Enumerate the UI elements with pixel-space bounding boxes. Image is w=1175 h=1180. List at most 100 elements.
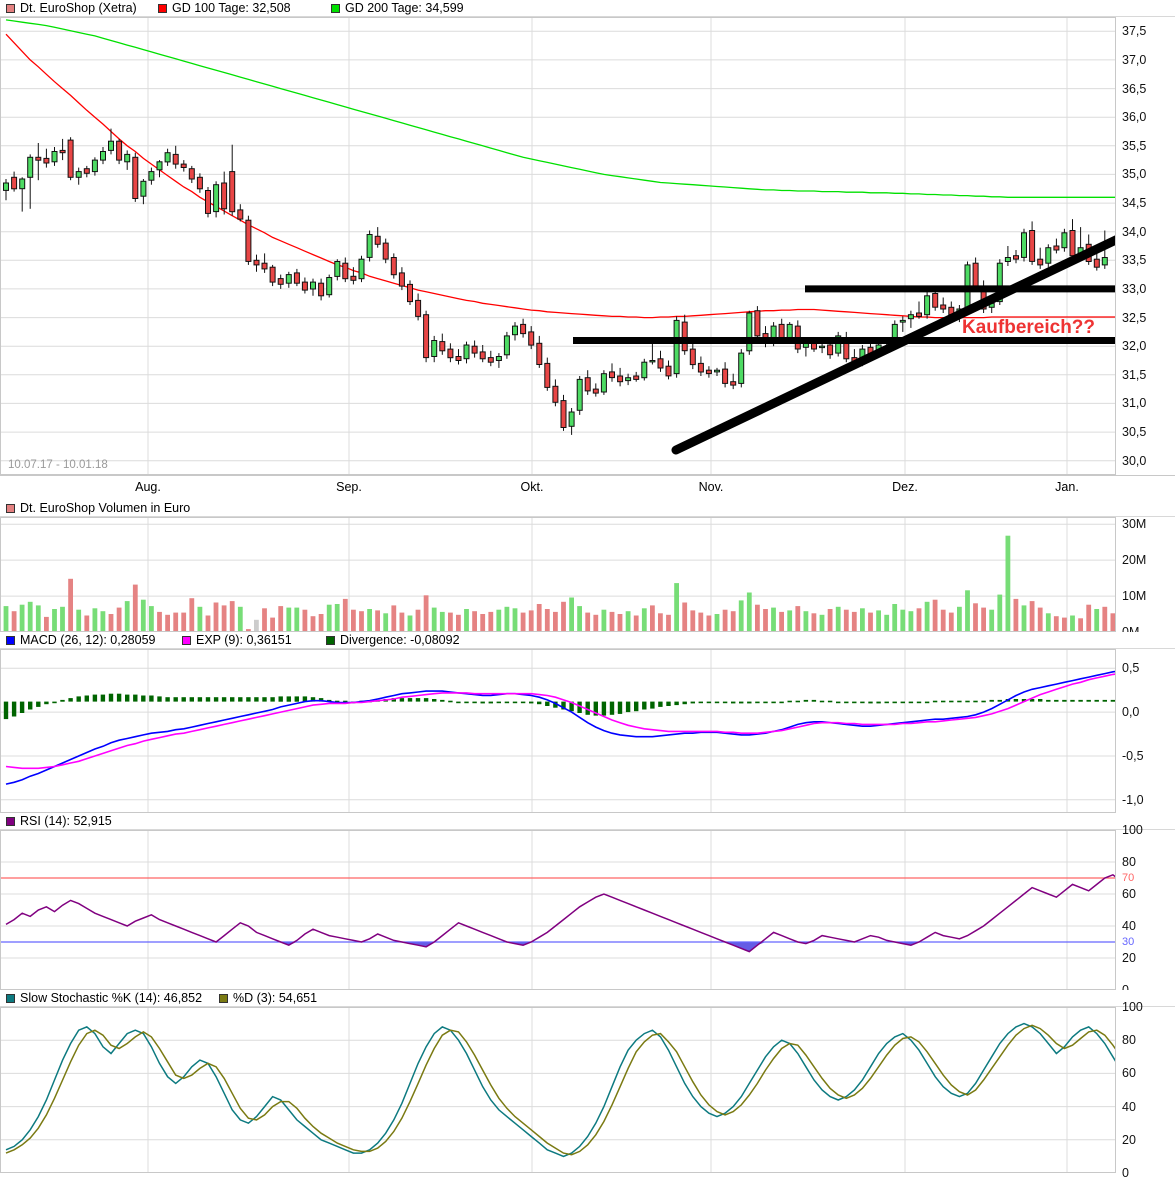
volume-axis-tick: 10M xyxy=(1122,589,1147,604)
legend-label: Divergence: -0,08092 xyxy=(340,633,460,647)
color-swatch-icon xyxy=(331,3,340,13)
color-swatch-icon xyxy=(326,635,335,645)
legend-entry-exp[interactable]: EXP (9): 0,36151 xyxy=(182,633,326,647)
price-legend: Dt. EuroShop (Xetra) GD 100 Tage: 32,508… xyxy=(0,0,1175,17)
rsi-axis-tick: 80 xyxy=(1122,855,1136,869)
price-axis-tick: 32,0 xyxy=(1122,339,1147,354)
x-axis-month-label: Dez. xyxy=(892,480,918,494)
price-axis-tick: 36,5 xyxy=(1122,81,1147,96)
price-axis-tick: 36,0 xyxy=(1122,110,1147,125)
macd-axis-tick: 0,5 xyxy=(1122,661,1140,676)
price-axis-tick: 33,0 xyxy=(1122,281,1147,296)
legend-entry-instrument[interactable]: Dt. EuroShop (Xetra) xyxy=(6,1,158,15)
stochastic-axis-tick: 60 xyxy=(1122,1066,1136,1081)
date-range-label: 10.07.17 - 10.01.18 xyxy=(8,459,108,471)
rsi-y-axis: 1008060402007030 xyxy=(1115,823,1175,997)
legend-entry-stoch-d[interactable]: %D (3): 54,651 xyxy=(219,991,317,1005)
volume-axis-tick: 20M xyxy=(1122,553,1147,568)
macd-legend: MACD (26, 12): 0,28059 EXP (9): 0,36151 … xyxy=(0,632,1175,649)
x-axis: Aug. Sep. Okt. Nov. Dez. Jan. xyxy=(0,475,1175,500)
price-axis-tick: 37,5 xyxy=(1122,24,1147,39)
legend-entry-stoch-k[interactable]: Slow Stochastic %K (14): 46,852 xyxy=(6,991,219,1005)
price-axis-tick: 35,5 xyxy=(1122,138,1147,153)
legend-label: %D (3): 54,651 xyxy=(233,991,318,1005)
rsi-plot[interactable] xyxy=(0,830,1115,990)
price-candlestick-svg xyxy=(0,17,1115,475)
volume-plot[interactable] xyxy=(0,517,1115,632)
rsi-legend: RSI (14): 52,915 xyxy=(0,813,1175,830)
stochastic-axis-tick: 20 xyxy=(1122,1132,1136,1147)
legend-entry-ma100[interactable]: GD 100 Tage: 32,508 xyxy=(158,1,331,15)
rsi-threshold-label: 70 xyxy=(1122,872,1135,884)
x-axis-month-label: Aug. xyxy=(135,480,161,494)
stochastic-y-axis: 100 80 60 40 20 0 xyxy=(1115,1000,1175,1180)
price-axis-tick: 31,5 xyxy=(1122,367,1147,382)
rsi-axis-tick: 20 xyxy=(1122,951,1136,965)
color-swatch-icon xyxy=(6,3,15,13)
volume-panel: 0M10M20M30M xyxy=(0,517,1175,639)
legend-label: MACD (26, 12): 0,28059 xyxy=(20,633,156,647)
volume-axis-tick: 30M xyxy=(1122,517,1147,532)
x-axis-month-label: Okt. xyxy=(520,480,544,494)
legend-entry-rsi[interactable]: RSI (14): 52,915 xyxy=(6,814,112,828)
legend-entry-ma200[interactable]: GD 200 Tage: 34,599 xyxy=(331,1,464,15)
price-axis-tick: 30,5 xyxy=(1122,425,1147,440)
legend-label: Dt. EuroShop (Xetra) xyxy=(20,1,137,15)
macd-plot[interactable] xyxy=(0,649,1115,813)
rsi-axis-tick: 60 xyxy=(1122,887,1136,901)
stochastic-legend: Slow Stochastic %K (14): 46,852 %D (3): … xyxy=(0,990,1175,1007)
rsi-axis-tick: 100 xyxy=(1122,823,1143,837)
price-axis-tick: 30,0 xyxy=(1122,453,1147,468)
color-swatch-icon xyxy=(6,816,15,826)
rsi-threshold-label: 30 xyxy=(1122,936,1135,948)
color-swatch-icon xyxy=(158,3,167,13)
price-axis-tick: 34,5 xyxy=(1122,196,1147,211)
color-swatch-icon xyxy=(219,993,228,1003)
macd-panel: 0,5 0,0 -0,5 -1,0 xyxy=(0,649,1175,813)
legend-entry-volume[interactable]: Dt. EuroShop Volumen in Euro xyxy=(6,501,190,515)
volume-legend: Dt. EuroShop Volumen in Euro xyxy=(0,500,1175,517)
stochastic-axis-tick: 100 xyxy=(1122,1000,1143,1014)
price-axis-tick: 31,0 xyxy=(1122,396,1147,411)
legend-entry-divergence[interactable]: Divergence: -0,08092 xyxy=(326,633,460,647)
color-swatch-icon xyxy=(6,503,15,513)
macd-axis-tick: -1,0 xyxy=(1122,792,1144,807)
rsi-svg xyxy=(0,830,1115,990)
color-swatch-icon xyxy=(6,635,15,645)
price-plot[interactable] xyxy=(0,17,1115,475)
legend-entry-macd[interactable]: MACD (26, 12): 0,28059 xyxy=(6,633,182,647)
stochastic-axis-tick: 80 xyxy=(1122,1033,1136,1048)
macd-y-axis: 0,5 0,0 -0,5 -1,0 xyxy=(1115,649,1175,813)
legend-label: RSI (14): 52,915 xyxy=(20,814,112,828)
x-axis-month-label: Sep. xyxy=(336,480,362,494)
rsi-axis-tick: 40 xyxy=(1122,919,1136,933)
color-swatch-icon xyxy=(182,635,191,645)
legend-label: GD 200 Tage: 34,599 xyxy=(345,1,464,15)
stochastic-axis-tick: 40 xyxy=(1122,1099,1136,1114)
legend-label: EXP (9): 0,36151 xyxy=(196,633,292,647)
price-axis-tick: 34,0 xyxy=(1122,224,1147,239)
price-panel: 37,5 37,0 36,5 36,0 35,5 35,0 34,5 34,0 33,5 33,0… xyxy=(0,17,1175,475)
macd-axis-tick: -0,5 xyxy=(1122,749,1144,763)
price-axis-tick: 35,0 xyxy=(1122,167,1147,182)
price-y-axis: 37,5 37,0 36,5 36,0 35,5 35,0 34,5 34,0 33,5 33,0… xyxy=(1115,17,1175,475)
stochastic-plot[interactable] xyxy=(0,1007,1115,1173)
rsi-panel: 1008060402007030 xyxy=(0,823,1175,997)
price-axis-tick: 37,0 xyxy=(1122,52,1147,67)
price-axis-tick: 33,5 xyxy=(1122,253,1147,268)
macd-axis-tick: 0,0 xyxy=(1122,705,1140,720)
volume-bars-svg xyxy=(0,517,1115,632)
legend-label: Slow Stochastic %K (14): 46,852 xyxy=(20,991,203,1005)
legend-label: GD 100 Tage: 32,508 xyxy=(172,1,291,15)
volume-y-axis: 0M10M20M30M xyxy=(1115,517,1175,639)
kaufbereich-annotation: Kaufbereich?? xyxy=(962,317,1096,338)
stochastic-svg xyxy=(0,1007,1115,1173)
price-axis-tick: 32,5 xyxy=(1122,310,1147,325)
x-axis-month-label: Jan. xyxy=(1055,480,1079,494)
stochastic-axis-tick: 0 xyxy=(1122,1166,1129,1180)
macd-svg xyxy=(0,649,1115,813)
color-swatch-icon xyxy=(6,993,15,1003)
x-axis-month-label: Nov. xyxy=(698,480,724,494)
legend-label: Dt. EuroShop Volumen in Euro xyxy=(20,501,191,515)
